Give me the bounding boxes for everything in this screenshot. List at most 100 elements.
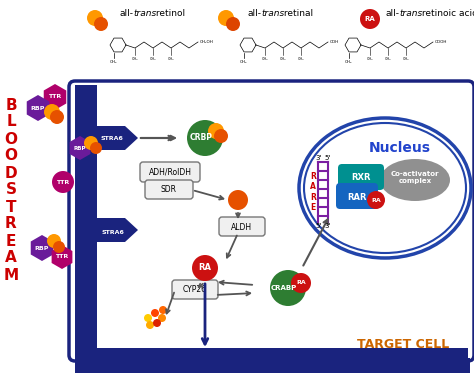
Text: B: B xyxy=(5,97,17,113)
Text: retinoic acid: retinoic acid xyxy=(419,9,474,19)
Text: S: S xyxy=(6,182,17,197)
Text: 5': 5' xyxy=(316,223,322,229)
Text: TTR: TTR xyxy=(48,94,62,100)
Text: CH₃: CH₃ xyxy=(345,60,353,64)
Text: CH₃: CH₃ xyxy=(240,60,248,64)
Bar xyxy=(75,348,468,362)
Polygon shape xyxy=(52,245,73,269)
Text: E: E xyxy=(6,233,16,248)
Text: CH₃: CH₃ xyxy=(280,57,286,61)
FancyBboxPatch shape xyxy=(219,217,265,236)
Text: CH₃: CH₃ xyxy=(403,57,409,61)
FancyBboxPatch shape xyxy=(336,183,378,209)
Text: ADH/RolDH: ADH/RolDH xyxy=(148,167,191,176)
Circle shape xyxy=(228,190,248,210)
Text: RXR: RXR xyxy=(351,173,371,182)
FancyBboxPatch shape xyxy=(69,81,474,361)
Circle shape xyxy=(84,136,98,150)
Text: CRABP: CRABP xyxy=(271,285,297,291)
Circle shape xyxy=(87,10,103,26)
Text: D: D xyxy=(5,166,18,181)
Circle shape xyxy=(192,255,218,281)
Circle shape xyxy=(360,9,380,29)
Text: STRA6: STRA6 xyxy=(100,135,123,141)
Text: CRBP: CRBP xyxy=(190,134,212,142)
Text: CH₃: CH₃ xyxy=(168,57,174,61)
FancyBboxPatch shape xyxy=(145,180,193,199)
Text: all-: all- xyxy=(248,9,262,19)
Text: Co-activator
complex: Co-activator complex xyxy=(391,172,439,185)
Circle shape xyxy=(90,142,102,154)
Circle shape xyxy=(187,120,223,156)
Circle shape xyxy=(47,234,61,248)
FancyBboxPatch shape xyxy=(338,164,384,190)
Text: T: T xyxy=(6,200,16,214)
Circle shape xyxy=(218,10,234,26)
Text: CH₃: CH₃ xyxy=(150,57,156,61)
Text: TTR: TTR xyxy=(56,179,70,185)
Text: CH₃: CH₃ xyxy=(110,60,118,64)
Circle shape xyxy=(158,314,166,322)
Text: COH: COH xyxy=(330,40,339,44)
Text: RBP: RBP xyxy=(74,145,86,150)
Circle shape xyxy=(226,17,240,31)
Text: M: M xyxy=(3,267,18,282)
Text: TARGET CELL: TARGET CELL xyxy=(357,339,449,351)
Text: 3': 3' xyxy=(325,223,331,229)
Bar xyxy=(75,85,97,355)
Text: CH₃: CH₃ xyxy=(262,57,268,61)
Circle shape xyxy=(291,273,311,293)
Text: RBP: RBP xyxy=(35,245,49,251)
Ellipse shape xyxy=(380,159,450,201)
Polygon shape xyxy=(31,235,53,261)
Circle shape xyxy=(159,306,167,314)
Polygon shape xyxy=(97,126,138,150)
Text: CH₃: CH₃ xyxy=(298,57,304,61)
Text: RA: RA xyxy=(365,16,375,22)
Text: Nucleus: Nucleus xyxy=(369,141,431,155)
Text: trans: trans xyxy=(399,9,422,19)
Text: all-: all- xyxy=(120,9,134,19)
Text: retinol: retinol xyxy=(153,9,185,19)
Circle shape xyxy=(208,123,224,139)
Ellipse shape xyxy=(299,118,471,258)
Text: CH₃: CH₃ xyxy=(385,57,391,61)
Text: SDR: SDR xyxy=(161,185,177,194)
Text: R
A
R
E: R A R E xyxy=(310,172,316,212)
Text: CH₂OH: CH₂OH xyxy=(200,40,214,44)
Text: RA: RA xyxy=(296,280,306,285)
Text: RA: RA xyxy=(199,263,211,273)
Polygon shape xyxy=(75,217,138,258)
FancyBboxPatch shape xyxy=(172,280,218,299)
Circle shape xyxy=(44,104,60,120)
Text: RBP: RBP xyxy=(31,106,45,110)
Text: R: R xyxy=(5,216,17,232)
Text: A: A xyxy=(5,251,17,266)
Polygon shape xyxy=(44,84,66,110)
Circle shape xyxy=(367,191,385,209)
Text: 5': 5' xyxy=(325,155,331,161)
Circle shape xyxy=(151,309,159,317)
Text: O: O xyxy=(4,148,18,163)
Text: O: O xyxy=(4,132,18,147)
Text: COOH: COOH xyxy=(435,40,447,44)
Text: L: L xyxy=(6,115,16,129)
Circle shape xyxy=(214,129,228,143)
Text: ALDH: ALDH xyxy=(231,223,253,232)
Circle shape xyxy=(146,321,154,329)
Text: STRA6: STRA6 xyxy=(101,229,125,235)
FancyBboxPatch shape xyxy=(140,162,200,182)
Polygon shape xyxy=(27,95,49,121)
Text: trans: trans xyxy=(133,9,156,19)
Circle shape xyxy=(144,314,152,322)
Circle shape xyxy=(94,17,108,31)
Text: CH₃: CH₃ xyxy=(132,57,138,61)
Text: CH₃: CH₃ xyxy=(367,57,373,61)
Text: retinal: retinal xyxy=(281,9,313,19)
Text: RA: RA xyxy=(371,197,381,203)
Text: 3': 3' xyxy=(316,155,322,161)
Circle shape xyxy=(50,110,64,124)
Ellipse shape xyxy=(304,123,466,253)
Bar xyxy=(75,358,470,373)
Polygon shape xyxy=(70,136,91,160)
